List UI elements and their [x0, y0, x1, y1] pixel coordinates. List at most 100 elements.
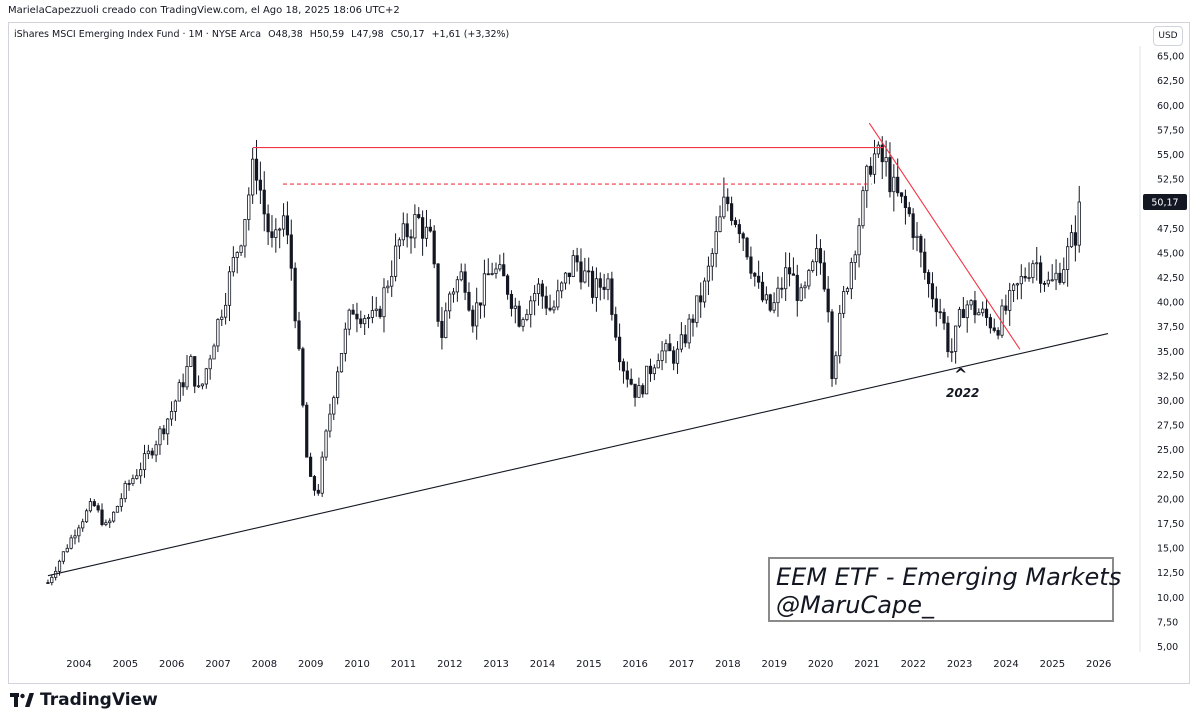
- candle-body: [386, 285, 390, 289]
- candle-body: [363, 318, 367, 325]
- candle-body: [899, 192, 904, 197]
- candle-body: [320, 456, 324, 494]
- y-tick-label: 52,50: [1157, 175, 1184, 186]
- candle-body: [730, 203, 734, 221]
- candle-body: [139, 469, 143, 477]
- candle-body: [1073, 232, 1077, 246]
- currency-button[interactable]: USD: [1153, 26, 1183, 46]
- candle-body: [869, 165, 873, 175]
- candles-group: [46, 136, 1081, 586]
- candle-body: [571, 255, 575, 277]
- candle-body: [471, 309, 475, 327]
- candle-body: [254, 158, 259, 181]
- x-tick-label: 2023: [947, 659, 972, 670]
- candle-body: [1031, 263, 1035, 278]
- candle-body: [726, 196, 730, 205]
- candle-body: [281, 215, 286, 230]
- candle-body: [502, 264, 506, 277]
- candle-body: [753, 272, 757, 277]
- candle-body: [757, 275, 761, 283]
- candle-body: [892, 176, 896, 193]
- x-tick-label: 2025: [1040, 659, 1065, 670]
- candle-body: [92, 501, 96, 507]
- candle-body: [405, 223, 409, 238]
- candle-body: [772, 302, 776, 311]
- candle-body: [224, 304, 228, 318]
- candle-body: [602, 286, 606, 290]
- candle-body: [845, 288, 850, 292]
- candle-body: [486, 273, 490, 276]
- candle-body: [915, 235, 919, 239]
- candle-body: [656, 360, 660, 369]
- x-tick-label: 2011: [391, 659, 416, 670]
- candle-body: [587, 270, 591, 273]
- candle-body: [440, 320, 444, 338]
- candle-body: [679, 334, 683, 350]
- candle-body: [838, 312, 842, 357]
- candle-body: [1054, 272, 1058, 281]
- candle-body: [142, 453, 147, 471]
- candle-body: [119, 498, 123, 507]
- candle-body: [343, 328, 347, 354]
- y-tick-label: 57,50: [1157, 125, 1184, 136]
- candle-body: [482, 273, 487, 306]
- candle-body: [876, 144, 880, 155]
- candle-body: [513, 305, 517, 309]
- candle-body: [69, 537, 73, 549]
- candle-body: [811, 261, 815, 271]
- candle-body: [556, 290, 560, 308]
- candle-body: [946, 322, 950, 353]
- y-tick-label: 17,50: [1157, 519, 1184, 530]
- ohlc-change: +1,61 (+3,32%): [431, 29, 510, 40]
- candle-body: [390, 275, 394, 287]
- candle-body: [204, 368, 208, 385]
- candle-body: [818, 248, 823, 264]
- candle-body: [166, 418, 170, 435]
- y-tick-label: 27,50: [1157, 421, 1184, 432]
- candle-body: [741, 233, 745, 239]
- candle-body: [328, 413, 332, 432]
- candle-body: [637, 385, 641, 398]
- candle-body: [965, 304, 969, 319]
- candle-body: [359, 318, 363, 325]
- x-tick-label: 2012: [437, 659, 462, 670]
- candle-body: [351, 309, 355, 315]
- candle-body: [521, 319, 525, 327]
- candle-body: [1011, 284, 1016, 291]
- candle-body: [691, 318, 695, 323]
- x-tick-label: 2018: [715, 659, 740, 670]
- x-tick-label: 2016: [622, 659, 647, 670]
- candle-body: [575, 255, 579, 263]
- brand-logo[interactable]: TradingView: [10, 690, 158, 710]
- candle-body: [552, 306, 556, 311]
- ohlc-low: L47,98: [351, 29, 384, 40]
- x-tick-label: 2007: [205, 659, 230, 670]
- candle-body: [718, 216, 722, 232]
- candle-body: [629, 378, 633, 385]
- candle-body: [919, 235, 923, 253]
- annotation-box[interactable]: EEM ETF - Emerging Markets @MaruCape_: [768, 557, 1121, 622]
- candle-body: [737, 224, 741, 235]
- candle-body: [220, 316, 224, 320]
- candle-body: [648, 365, 653, 375]
- x-tick-label: 2005: [113, 659, 138, 670]
- last-price-tag: [1143, 194, 1187, 211]
- candle-body: [77, 527, 81, 537]
- y-tick-label: 5,00: [1157, 642, 1178, 653]
- ohlc-close: C50,17: [390, 29, 425, 40]
- candle-body: [714, 231, 718, 254]
- symbol-name[interactable]: iShares MSCI Emerging Index Fund · 1M · …: [14, 29, 262, 40]
- candle-body: [235, 252, 239, 258]
- candle-body: [706, 265, 711, 282]
- candle-body: [451, 291, 456, 295]
- candle-body: [822, 262, 826, 290]
- candle-body: [444, 310, 448, 338]
- x-tick-label: 2014: [530, 659, 555, 670]
- candle-body: [448, 293, 452, 312]
- y-tick-label: 10,00: [1157, 593, 1184, 604]
- candle-body: [239, 245, 243, 253]
- y-tick-label: 55,00: [1157, 150, 1184, 161]
- candle-body: [799, 287, 803, 301]
- y-tick-label: 20,00: [1157, 494, 1184, 505]
